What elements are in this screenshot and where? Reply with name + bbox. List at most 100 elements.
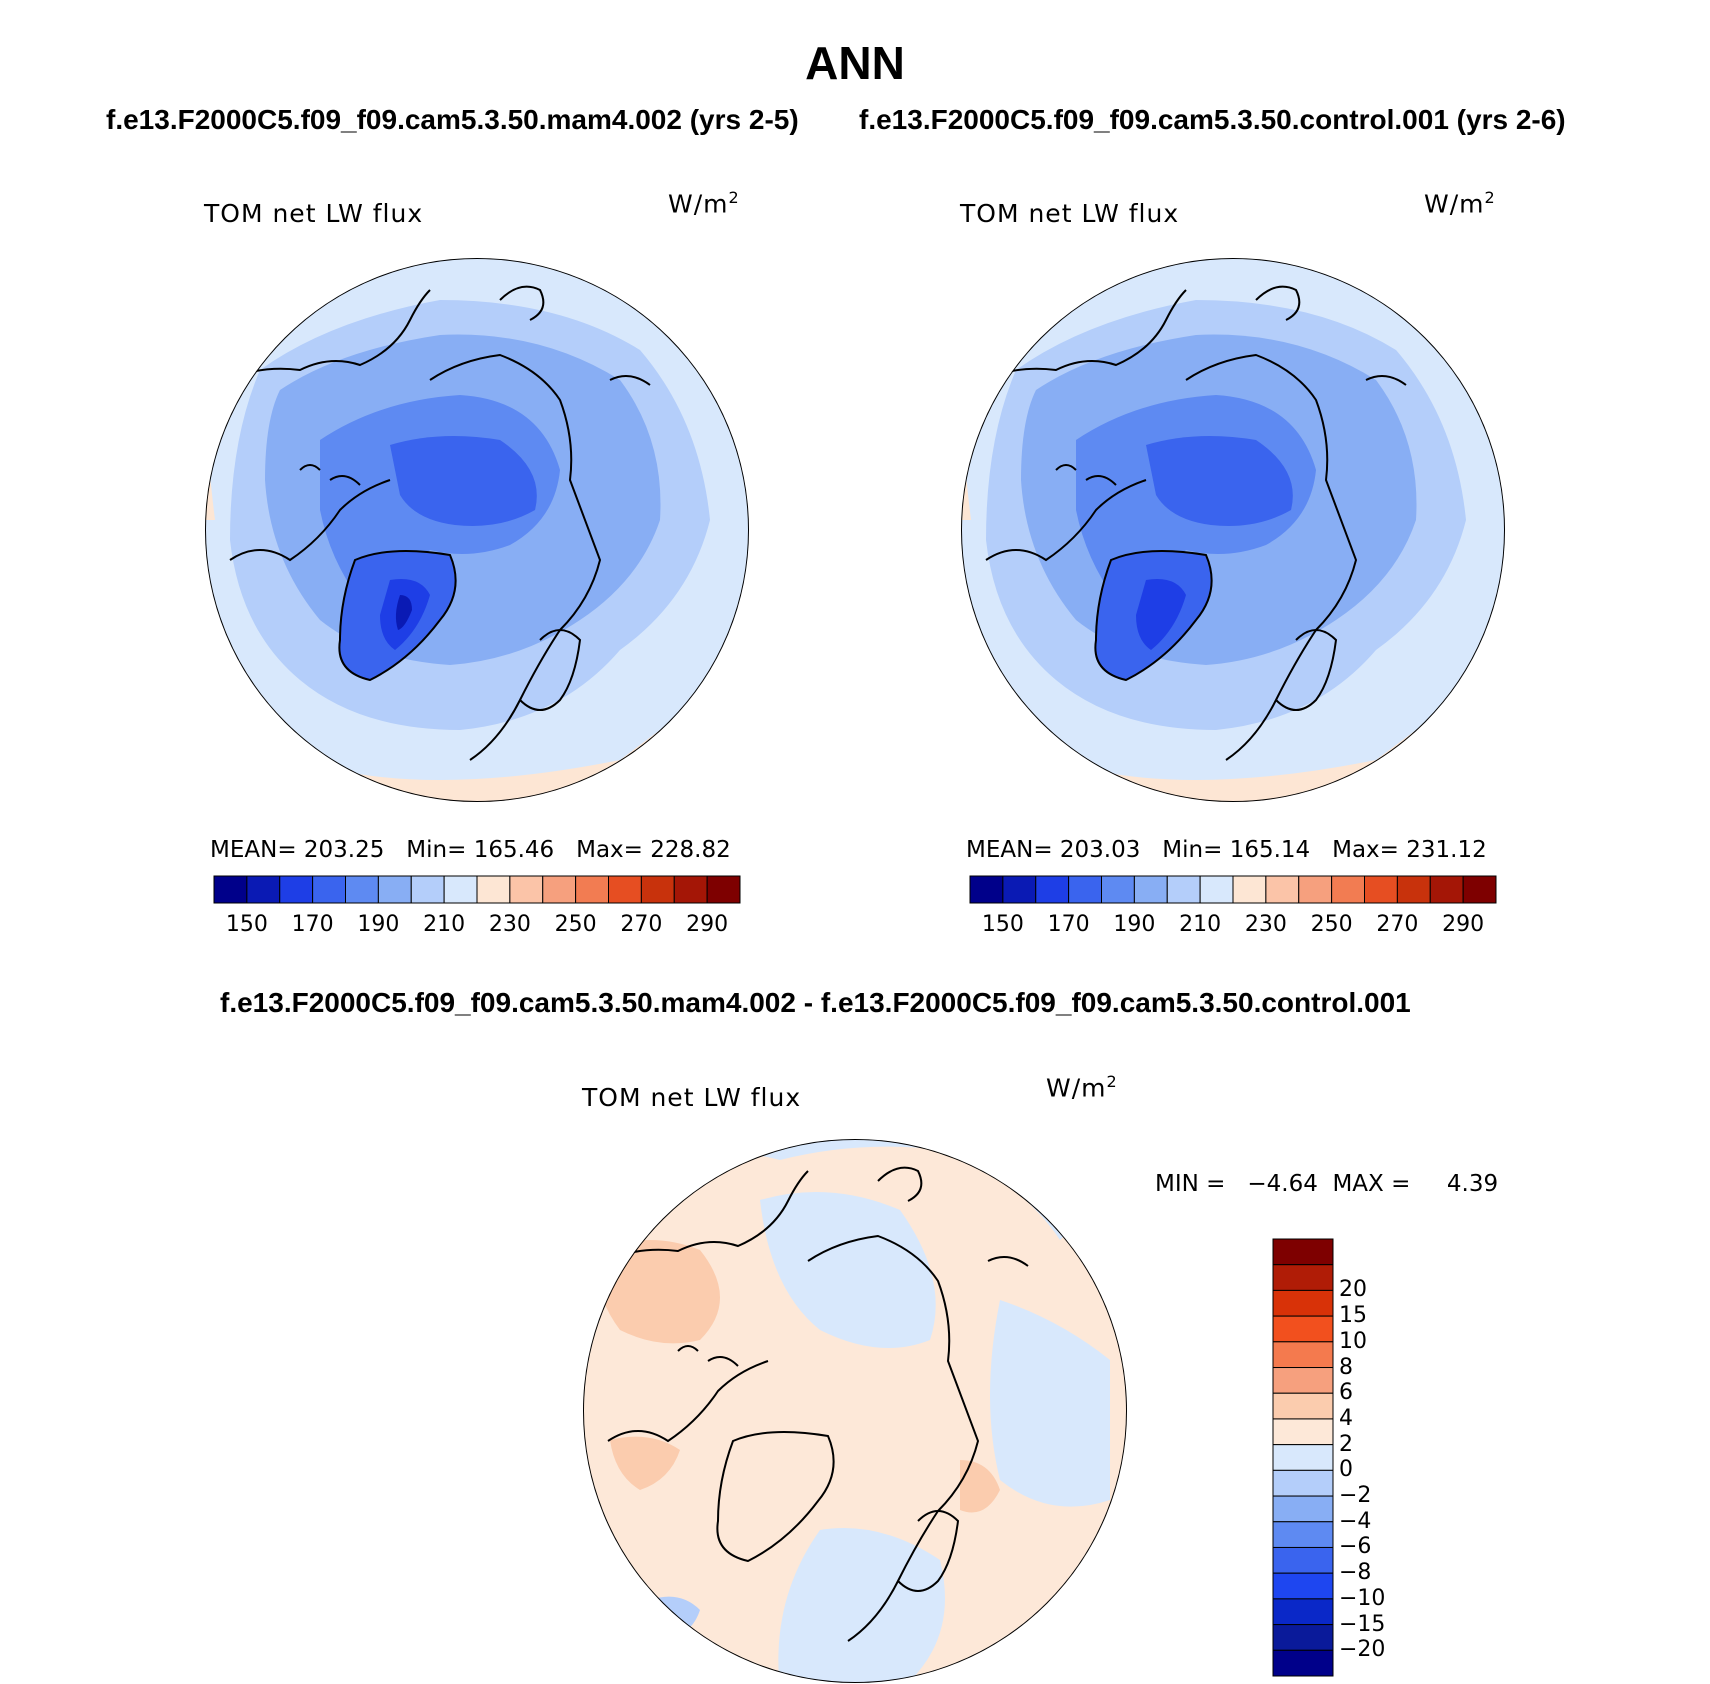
panel1-colorbar-swatch bbox=[213, 875, 248, 904]
panel2-colorbar-tick-label: 170 bbox=[1047, 912, 1090, 937]
diff-colorbar-tick-label: 20 bbox=[1339, 1277, 1367, 1303]
panel1-colorbar-swatch bbox=[608, 875, 642, 904]
panel1-colorbar-swatch bbox=[706, 875, 741, 904]
diff-colorbar-tick-label: 4 bbox=[1339, 1405, 1353, 1431]
panel2-colorbar bbox=[969, 875, 1497, 904]
subtitle-control-case: f.e13.F2000C5.f09_f09.cam5.3.50.control.… bbox=[859, 104, 1566, 135]
diff-title: f.e13.F2000C5.f09_f09.cam5.3.50.mam4.002… bbox=[220, 987, 1411, 1018]
diff-colorbar-swatch bbox=[1272, 1289, 1334, 1317]
diff-colorbar-swatch bbox=[1272, 1367, 1334, 1394]
panel1-colorbar-tick-label: 290 bbox=[686, 912, 729, 937]
panel2-colorbar-swatch bbox=[1002, 875, 1037, 904]
panel2-colorbar-swatch bbox=[1232, 875, 1267, 904]
panel1-variable-label: TOM net LW flux bbox=[204, 199, 424, 228]
diff-colorbar-swatch bbox=[1272, 1598, 1334, 1626]
panel2-colorbar-swatch bbox=[969, 875, 1004, 904]
diff-variable-label: TOM net LW flux bbox=[582, 1083, 802, 1112]
panel1-colorbar-tick-label: 170 bbox=[291, 912, 334, 937]
subtitle-test-case: f.e13.F2000C5.f09_f09.cam5.3.50.mam4.002… bbox=[106, 104, 799, 135]
panel2-polar-map bbox=[961, 258, 1505, 802]
diff-colorbar-swatch bbox=[1272, 1444, 1334, 1471]
panel1-colorbar-swatch bbox=[443, 875, 478, 904]
diff-colorbar-tick-label: 8 bbox=[1339, 1354, 1353, 1380]
panel1-colorbar-tick-label: 230 bbox=[488, 912, 531, 937]
diff-units: W/m2 bbox=[1046, 1072, 1118, 1103]
diff-colorbar-swatch bbox=[1272, 1521, 1334, 1548]
diff-colorbar-tick-label: 2 bbox=[1339, 1431, 1353, 1457]
diff-colorbar-swatch bbox=[1272, 1264, 1334, 1291]
panel2-colorbar-swatch bbox=[1133, 875, 1168, 904]
diff-polar-map bbox=[583, 1139, 1127, 1683]
panel2-stats: MEAN= 203.03 Min= 165.14 Max= 231.12 bbox=[966, 837, 1487, 863]
panel2-colorbar-swatch bbox=[1331, 875, 1365, 904]
diff-colorbar-swatch bbox=[1272, 1495, 1334, 1523]
diff-colorbar-tick-label: 10 bbox=[1339, 1328, 1367, 1354]
diff-colorbar-swatch bbox=[1272, 1469, 1334, 1497]
panel1-colorbar-swatch bbox=[312, 875, 346, 904]
diff-colorbar-tick-label: 15 bbox=[1339, 1303, 1367, 1329]
diff-stats: MIN = −4.64 MAX = 4.39 bbox=[1155, 1171, 1499, 1197]
diff-coastlines bbox=[605, 1166, 1029, 1642]
panel1-coastlines bbox=[227, 285, 651, 761]
panel1-colorbar-swatch bbox=[279, 875, 314, 904]
panel1-colorbar-swatch bbox=[542, 875, 577, 904]
diff-colorbar-swatch bbox=[1272, 1315, 1334, 1343]
diff-colorbar-tick-label: 0 bbox=[1339, 1457, 1353, 1483]
diff-colorbar-swatch bbox=[1272, 1572, 1334, 1600]
panel2-variable-label: TOM net LW flux bbox=[960, 199, 1180, 228]
panel1-colorbar-swatch bbox=[345, 875, 379, 904]
panel2-units: W/m2 bbox=[1424, 188, 1496, 219]
panel2-colorbar-tick-label: 210 bbox=[1179, 912, 1222, 937]
panel2-colorbar-swatch bbox=[1035, 875, 1070, 904]
panel1-colorbar-swatch bbox=[575, 875, 609, 904]
diff-colorbar-tick-label: −4 bbox=[1339, 1508, 1372, 1534]
panel2-colorbar-swatch bbox=[1396, 875, 1431, 904]
panel2-colorbar-tick-label: 290 bbox=[1442, 912, 1485, 937]
diff-colorbar bbox=[1272, 1238, 1334, 1677]
panel2-colorbar-swatch bbox=[1462, 875, 1497, 904]
diff-colorbar-tick-label: −10 bbox=[1339, 1585, 1386, 1611]
panel2-colorbar-swatch bbox=[1265, 875, 1300, 904]
panel1-colorbar-tick-label: 210 bbox=[423, 912, 466, 937]
diff-colorbar-tick-label: 6 bbox=[1339, 1380, 1353, 1406]
panel1-stats: MEAN= 203.25 Min= 165.46 Max= 228.82 bbox=[210, 837, 731, 863]
panel2-colorbar-tick-label: 270 bbox=[1376, 912, 1419, 937]
diff-colorbar-swatch bbox=[1272, 1238, 1334, 1266]
panel1-colorbar-tick-label: 270 bbox=[620, 912, 663, 937]
diff-colorbar-swatch bbox=[1272, 1546, 1334, 1574]
panel1-colorbar-tick-label: 250 bbox=[554, 912, 597, 937]
panel1-colorbar-tick-label: 150 bbox=[225, 912, 268, 937]
panel1-colorbar bbox=[213, 875, 741, 904]
panel2-colorbar-swatch bbox=[1199, 875, 1234, 904]
diff-colorbar-tick-label: −20 bbox=[1339, 1637, 1386, 1663]
diff-colorbar-swatch bbox=[1272, 1624, 1334, 1651]
panel2-colorbar-swatch bbox=[1364, 875, 1398, 904]
panel1-units: W/m2 bbox=[668, 188, 740, 219]
panel2-colorbar-tick-label: 190 bbox=[1113, 912, 1156, 937]
panel1-polar-map bbox=[205, 258, 749, 802]
diff-colorbar-tick-label: −15 bbox=[1339, 1611, 1386, 1637]
panel2-colorbar-tick-label: 150 bbox=[981, 912, 1024, 937]
panel2-colorbar-tick-label: 230 bbox=[1244, 912, 1287, 937]
diff-colorbar-tick-label: −8 bbox=[1339, 1560, 1372, 1586]
panel2-coastlines bbox=[983, 285, 1407, 761]
diff-colorbar-tick-label: −2 bbox=[1339, 1483, 1372, 1509]
panel2-colorbar-tick-label: 250 bbox=[1310, 912, 1353, 937]
diff-colorbar-swatch bbox=[1272, 1341, 1334, 1369]
diff-colorbar-tick-label: −6 bbox=[1339, 1534, 1372, 1560]
panel2-colorbar-swatch bbox=[1166, 875, 1201, 904]
panel1-colorbar-swatch bbox=[410, 875, 445, 904]
panel1-colorbar-swatch bbox=[673, 875, 708, 904]
panel2-colorbar-swatch bbox=[1298, 875, 1333, 904]
diff-colorbar-swatch bbox=[1272, 1418, 1334, 1446]
panel1-colorbar-swatch bbox=[246, 875, 281, 904]
panel1-colorbar-swatch bbox=[640, 875, 675, 904]
diff-colorbar-swatch bbox=[1272, 1649, 1334, 1677]
panel1-colorbar-swatch bbox=[509, 875, 544, 904]
diff-colorbar-swatch bbox=[1272, 1392, 1334, 1420]
panel2-colorbar-swatch bbox=[1429, 875, 1464, 904]
figure-title: ANN bbox=[805, 37, 905, 89]
panel2-colorbar-swatch bbox=[1101, 875, 1135, 904]
diff-background-field bbox=[583, 1139, 1127, 1683]
